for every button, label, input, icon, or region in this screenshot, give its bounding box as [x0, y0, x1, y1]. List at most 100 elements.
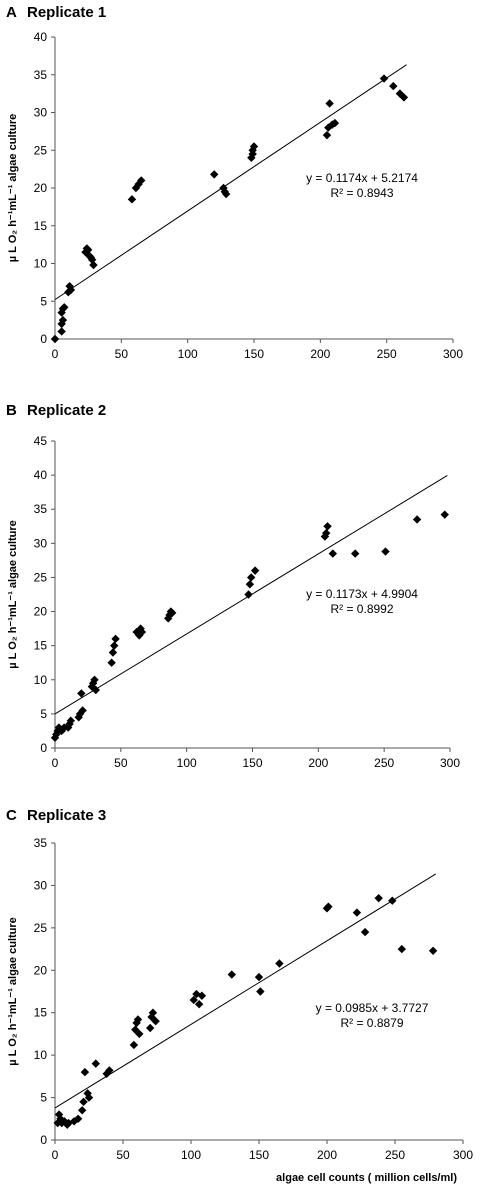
data-point [83, 245, 93, 255]
data-point [244, 590, 253, 599]
x-tick-label: 100 [177, 756, 197, 770]
data-point [227, 970, 236, 979]
y-axis-label: µ L O₂ h⁻¹mL⁻¹ algae culture [7, 917, 19, 1066]
x-tick-label: 50 [115, 347, 129, 361]
y-tick-label: 35 [34, 68, 48, 82]
y-axis-label: µ L O₂ h⁻¹mL⁻¹ algae culture [7, 114, 19, 263]
data-point [79, 1097, 88, 1107]
panel-letter: A [6, 4, 17, 21]
x-axis-label: algae cell counts ( million cells/ml) [276, 1172, 457, 1184]
y-tick-label: 10 [34, 673, 48, 687]
x-tick-label: 250 [377, 347, 397, 361]
r-squared-label: R² = 0.8879 [340, 1016, 403, 1030]
x-tick-label: 200 [317, 1148, 337, 1162]
data-point [167, 608, 177, 618]
data-point [322, 130, 332, 140]
data-point [254, 972, 264, 982]
data-point [58, 315, 68, 325]
x-tick-label: 50 [116, 1148, 130, 1162]
y-tick-label: 30 [34, 536, 48, 550]
x-tick-label: 0 [52, 1148, 59, 1162]
data-point [110, 641, 119, 650]
data-point [64, 1118, 73, 1128]
data-point [78, 706, 87, 715]
data-point [194, 1000, 204, 1009]
trendline [54, 64, 407, 301]
data-point [397, 944, 406, 954]
y-tick-label: 0 [40, 1133, 47, 1147]
data-point [127, 195, 137, 204]
x-tick-label: 300 [440, 756, 460, 770]
data-point [135, 1029, 144, 1039]
data-point [164, 614, 173, 623]
y-tick-label: 10 [34, 1048, 48, 1062]
data-point [325, 99, 334, 108]
data-point [65, 281, 74, 291]
y-tick-label: 30 [34, 878, 48, 892]
data-point [50, 334, 60, 344]
data-point [219, 183, 228, 193]
data-point [210, 170, 219, 179]
y-tick-label: 25 [34, 143, 48, 157]
y-tick-label: 0 [40, 741, 47, 755]
data-point [381, 547, 390, 556]
data-point [80, 1067, 90, 1077]
y-tick-label: 15 [34, 639, 48, 653]
chart-panel-b: B Replicate 2 0 5 10 15 20 25 30 35 40 45 0 50 100 150 2… [6, 402, 460, 770]
panel-letter: B [6, 402, 17, 419]
panel-title: Replicate 3 [27, 807, 106, 824]
data-point [131, 183, 141, 193]
data-point [151, 1017, 160, 1026]
x-tick-label: 150 [244, 347, 264, 361]
data-point [189, 995, 198, 1005]
data-point [107, 658, 116, 667]
y-tick-label: 40 [34, 468, 48, 482]
x-tick-label: 100 [181, 1148, 201, 1162]
x-tick-label: 300 [453, 1148, 473, 1162]
y-tick-label: 5 [40, 294, 47, 308]
data-point [256, 987, 265, 996]
y-tick-label: 25 [34, 921, 48, 935]
data-point [323, 522, 332, 531]
data-point [66, 716, 75, 725]
data-point [57, 1118, 66, 1128]
trend-equation: y = 0.0985x + 3.7727 [316, 1001, 429, 1015]
data-point [108, 648, 118, 657]
trend-equation: y = 0.1174x + 5.2174 [306, 171, 418, 185]
data-point [245, 580, 255, 589]
panel-title: Replicate 2 [27, 402, 106, 419]
data-point [50, 733, 60, 742]
data-point [428, 946, 438, 955]
data-point [73, 1114, 83, 1123]
y-tick-label: 10 [34, 257, 48, 271]
data-point [66, 285, 76, 295]
data-point [88, 678, 98, 688]
y-axis-label: µ L O₂ h⁻¹mL⁻¹ algae culture [7, 520, 19, 669]
data-point [75, 709, 85, 719]
data-point [133, 1015, 143, 1024]
data-point [379, 74, 389, 83]
data-point [328, 549, 338, 558]
data-point [388, 896, 397, 905]
data-point [192, 989, 201, 999]
x-tick-label: 250 [374, 756, 394, 770]
data-point [146, 1023, 155, 1033]
data-point [57, 327, 66, 336]
data-point [250, 566, 260, 575]
data-point [322, 528, 331, 538]
x-tick-label: 0 [52, 756, 59, 770]
data-point [65, 719, 74, 729]
panel-title: Replicate 1 [27, 4, 106, 21]
data-point [249, 142, 259, 151]
y-tick-label: 20 [34, 605, 48, 619]
x-tick-label: 50 [114, 756, 128, 770]
x-tick-label: 250 [385, 1148, 405, 1162]
data-point [90, 675, 99, 684]
y-tick-label: 5 [40, 1091, 47, 1105]
chart-panel-a: A Replicate 1 0 5 10 15 20 25 30 35 40 0 50 100 150 200… [6, 4, 463, 361]
data-point [440, 510, 449, 519]
y-tick-label: 40 [34, 30, 48, 44]
data-point [330, 118, 340, 128]
y-tick-label: 20 [34, 181, 48, 195]
data-point [129, 1040, 139, 1050]
